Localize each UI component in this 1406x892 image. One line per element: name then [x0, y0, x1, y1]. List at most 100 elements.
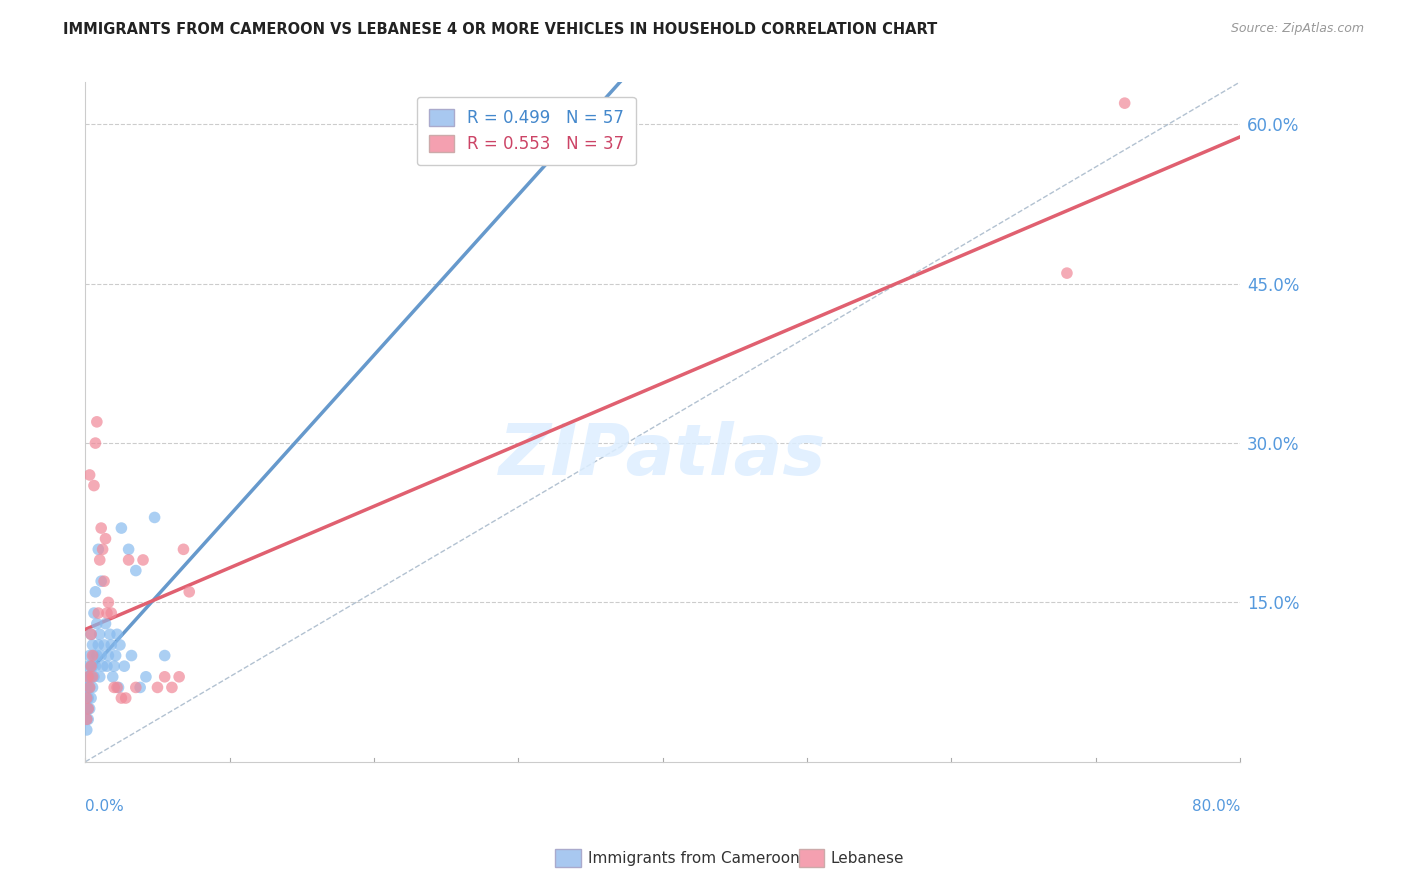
Point — [83, 648, 105, 663]
Point — [89, 627, 111, 641]
Legend: R = 0.499   N = 57, R = 0.553   N = 37: R = 0.499 N = 57, R = 0.553 N = 37 — [418, 97, 636, 165]
Point — [87, 638, 110, 652]
Point — [77, 659, 100, 673]
Point — [135, 670, 157, 684]
Point — [103, 659, 125, 673]
Point — [86, 616, 108, 631]
Text: 80.0%: 80.0% — [1192, 799, 1240, 814]
Point — [98, 627, 121, 641]
Point — [77, 670, 100, 684]
Point — [105, 681, 128, 695]
Point — [97, 595, 120, 609]
Point — [93, 574, 115, 589]
Point — [94, 532, 117, 546]
Point — [112, 659, 135, 673]
Point — [91, 659, 114, 673]
Point — [89, 553, 111, 567]
Point — [80, 627, 103, 641]
Point — [82, 659, 104, 673]
Point — [84, 436, 107, 450]
Point — [143, 510, 166, 524]
Point — [107, 681, 129, 695]
Point — [110, 691, 132, 706]
Text: 0.0%: 0.0% — [86, 799, 124, 814]
Point — [82, 670, 104, 684]
Point — [105, 627, 128, 641]
Point — [94, 616, 117, 631]
Point — [82, 681, 104, 695]
Point — [117, 553, 139, 567]
Text: IMMIGRANTS FROM CAMEROON VS LEBANESE 4 OR MORE VEHICLES IN HOUSEHOLD CORRELATION: IMMIGRANTS FROM CAMEROON VS LEBANESE 4 O… — [63, 22, 938, 37]
Point — [77, 701, 100, 715]
Text: Lebanese: Lebanese — [831, 851, 904, 865]
Point — [93, 638, 115, 652]
Point — [1114, 96, 1136, 111]
Point — [76, 712, 98, 726]
Point — [83, 606, 105, 620]
Point — [77, 701, 100, 715]
Point — [83, 670, 105, 684]
Point — [90, 648, 112, 663]
Point — [87, 542, 110, 557]
Point — [153, 670, 176, 684]
Point — [101, 670, 124, 684]
Point — [80, 627, 103, 641]
Point — [76, 723, 98, 737]
Point — [108, 638, 131, 652]
Point — [160, 681, 183, 695]
Point — [96, 659, 118, 673]
Point — [103, 681, 125, 695]
Point — [80, 659, 103, 673]
Point — [110, 521, 132, 535]
Point — [76, 691, 98, 706]
Point — [79, 681, 101, 695]
Point — [86, 415, 108, 429]
Point — [80, 691, 103, 706]
Point — [179, 584, 201, 599]
Point — [77, 691, 100, 706]
Point — [167, 670, 190, 684]
Point — [82, 648, 104, 663]
Point — [129, 681, 152, 695]
Point — [125, 681, 148, 695]
Point — [84, 659, 107, 673]
Point — [77, 670, 100, 684]
Point — [80, 659, 103, 673]
Point — [79, 670, 101, 684]
Point — [100, 638, 122, 652]
Point — [77, 681, 100, 695]
Text: Immigrants from Cameroon: Immigrants from Cameroon — [588, 851, 800, 865]
Text: Source: ZipAtlas.com: Source: ZipAtlas.com — [1230, 22, 1364, 36]
Point — [125, 564, 148, 578]
Point — [80, 670, 103, 684]
Point — [146, 681, 169, 695]
Point — [90, 574, 112, 589]
Point — [79, 701, 101, 715]
Point — [100, 606, 122, 620]
Point — [1056, 266, 1078, 280]
Point — [82, 638, 104, 652]
Point — [91, 542, 114, 557]
Point — [104, 648, 127, 663]
Point — [79, 648, 101, 663]
Point — [172, 542, 194, 557]
Point — [79, 467, 101, 482]
Point — [97, 648, 120, 663]
Point — [132, 553, 155, 567]
Point — [79, 681, 101, 695]
Point — [117, 542, 139, 557]
Point — [76, 701, 98, 715]
Point — [121, 648, 143, 663]
Point — [83, 478, 105, 492]
Point — [76, 681, 98, 695]
Point — [77, 712, 100, 726]
Point — [87, 606, 110, 620]
Point — [86, 648, 108, 663]
Point — [76, 691, 98, 706]
Point — [96, 606, 118, 620]
Point — [76, 712, 98, 726]
Text: ZIPatlas: ZIPatlas — [499, 421, 827, 491]
Point — [90, 521, 112, 535]
Point — [84, 584, 107, 599]
Point — [89, 670, 111, 684]
